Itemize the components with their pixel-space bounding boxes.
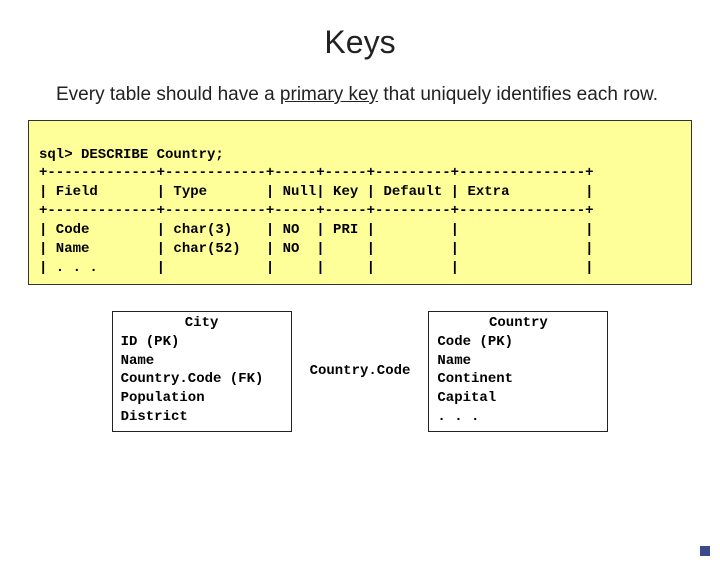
subtitle-pre: Every table should have a bbox=[56, 84, 280, 105]
sql-line: +-------------+------------+-----+-----+… bbox=[39, 165, 594, 181]
entity-city: City ID (PK) Name Country.Code (FK) Popu… bbox=[112, 311, 292, 432]
entity-city-row: District bbox=[121, 409, 188, 425]
sql-line: | Field | Type | Null| Key | Default | E… bbox=[39, 184, 594, 200]
entity-country-row: Continent bbox=[437, 371, 513, 387]
subtitle: Every table should have a primary key th… bbox=[56, 83, 664, 108]
sql-line: | Code | char(3) | NO | PRI | | | bbox=[39, 222, 594, 238]
entity-city-body: ID (PK) Name Country.Code (FK) Populatio… bbox=[113, 333, 291, 431]
sql-line: | . . . | | | | | | bbox=[39, 260, 594, 276]
entity-city-row: ID (PK) bbox=[121, 334, 180, 350]
entity-country-row: Code (PK) bbox=[437, 334, 513, 350]
entity-country-title: Country bbox=[429, 312, 607, 333]
sql-output-box: sql> DESCRIBE Country; +-------------+--… bbox=[28, 120, 692, 285]
corner-decoration-icon bbox=[700, 546, 710, 556]
sql-line: +-------------+------------+-----+-----+… bbox=[39, 203, 594, 219]
entity-country-row: . . . bbox=[437, 409, 479, 425]
entity-country-body: Code (PK) Name Continent Capital . . . bbox=[429, 333, 607, 431]
entity-country-row: Capital bbox=[437, 390, 496, 406]
page-title: Keys bbox=[0, 24, 720, 61]
sql-line: | Name | char(52) | NO | | | | bbox=[39, 241, 594, 257]
subtitle-underline: primary key bbox=[280, 84, 378, 105]
relationship-label: Country.Code bbox=[310, 363, 411, 379]
sql-line: sql> DESCRIBE Country; bbox=[39, 147, 224, 163]
entity-country: Country Code (PK) Name Continent Capital… bbox=[428, 311, 608, 432]
entity-country-row: Name bbox=[437, 353, 471, 369]
entity-city-row: Name bbox=[121, 353, 155, 369]
entity-city-title: City bbox=[113, 312, 291, 333]
entity-city-row: Population bbox=[121, 390, 205, 406]
entity-relationship-row: City ID (PK) Name Country.Code (FK) Popu… bbox=[0, 311, 720, 432]
entity-city-row: Country.Code (FK) bbox=[121, 371, 264, 387]
subtitle-post: that uniquely identifies each row. bbox=[378, 84, 658, 105]
